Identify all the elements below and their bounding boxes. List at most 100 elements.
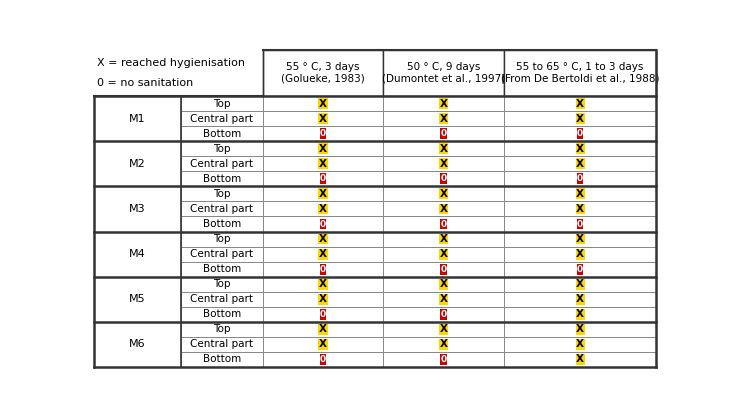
Bar bbox=[181, 307, 263, 322]
Bar bbox=[577, 128, 583, 139]
Text: 0: 0 bbox=[441, 129, 447, 138]
Bar bbox=[439, 188, 448, 199]
Text: 0: 0 bbox=[320, 265, 326, 274]
Bar bbox=[263, 202, 383, 216]
Bar bbox=[383, 50, 504, 96]
Text: X: X bbox=[319, 279, 327, 289]
Text: 0: 0 bbox=[320, 219, 326, 228]
Bar bbox=[440, 264, 447, 275]
Bar bbox=[181, 352, 263, 367]
Bar bbox=[440, 218, 447, 230]
Text: 0: 0 bbox=[577, 174, 583, 183]
Bar bbox=[181, 232, 263, 247]
Bar bbox=[504, 126, 656, 141]
Text: X: X bbox=[439, 234, 447, 244]
Bar bbox=[504, 202, 656, 216]
Text: X: X bbox=[576, 309, 584, 319]
Bar bbox=[575, 143, 585, 154]
Bar bbox=[575, 354, 585, 365]
Bar bbox=[383, 292, 504, 307]
Bar bbox=[575, 204, 585, 214]
Bar bbox=[263, 322, 383, 337]
Text: Bottom: Bottom bbox=[203, 354, 241, 364]
Text: X: X bbox=[576, 114, 584, 123]
Bar bbox=[504, 141, 656, 156]
Text: X: X bbox=[576, 279, 584, 289]
Bar bbox=[383, 277, 504, 292]
Bar bbox=[318, 143, 328, 154]
Bar bbox=[440, 128, 447, 139]
Bar bbox=[383, 202, 504, 216]
Text: X: X bbox=[576, 189, 584, 199]
Text: X: X bbox=[576, 204, 584, 214]
Bar bbox=[504, 277, 656, 292]
Text: Bottom: Bottom bbox=[203, 174, 241, 184]
Bar bbox=[383, 216, 504, 232]
Text: M1: M1 bbox=[129, 114, 146, 123]
Bar bbox=[383, 186, 504, 202]
Text: X: X bbox=[439, 279, 447, 289]
Bar bbox=[263, 216, 383, 232]
Text: Top: Top bbox=[213, 189, 231, 199]
Bar bbox=[575, 159, 585, 169]
Text: Central part: Central part bbox=[191, 339, 253, 349]
Bar bbox=[320, 128, 326, 139]
Bar bbox=[575, 188, 585, 199]
Bar bbox=[318, 294, 328, 305]
Bar bbox=[318, 234, 328, 244]
Text: Bottom: Bottom bbox=[203, 309, 241, 319]
Text: X: X bbox=[439, 249, 447, 259]
Bar bbox=[575, 324, 585, 335]
Bar bbox=[504, 216, 656, 232]
Text: X: X bbox=[319, 294, 327, 304]
Text: X: X bbox=[319, 204, 327, 214]
Bar bbox=[575, 98, 585, 109]
Bar bbox=[383, 352, 504, 367]
Text: Bottom: Bottom bbox=[203, 219, 241, 229]
Bar bbox=[263, 307, 383, 322]
Bar bbox=[318, 159, 328, 169]
Bar bbox=[440, 309, 447, 320]
Text: 55 ° C, 3 days
(Golueke, 1983): 55 ° C, 3 days (Golueke, 1983) bbox=[281, 62, 365, 84]
Text: 0: 0 bbox=[441, 219, 447, 228]
Bar bbox=[94, 50, 263, 96]
Text: X: X bbox=[439, 144, 447, 154]
Bar bbox=[263, 96, 383, 111]
Bar bbox=[575, 234, 585, 244]
Text: 50 ° C, 9 days
(Dumontet et al., 1997): 50 ° C, 9 days (Dumontet et al., 1997) bbox=[383, 62, 505, 84]
Bar bbox=[383, 111, 504, 126]
Bar bbox=[575, 279, 585, 290]
Text: 55 to 65 ° C, 1 to 3 days
(From De Bertoldi et al., 1988): 55 to 65 ° C, 1 to 3 days (From De Berto… bbox=[501, 62, 659, 84]
Bar bbox=[439, 204, 448, 214]
Bar bbox=[439, 279, 448, 290]
Text: X: X bbox=[319, 189, 327, 199]
Bar bbox=[181, 186, 263, 202]
Bar bbox=[263, 277, 383, 292]
Bar bbox=[383, 247, 504, 261]
Text: 0: 0 bbox=[320, 129, 326, 138]
Text: 0: 0 bbox=[577, 219, 583, 228]
Text: X: X bbox=[319, 249, 327, 259]
Text: X: X bbox=[319, 144, 327, 154]
Bar bbox=[181, 126, 263, 141]
Bar bbox=[383, 96, 504, 111]
Bar bbox=[504, 352, 656, 367]
Text: Bottom: Bottom bbox=[203, 129, 241, 139]
Text: 0: 0 bbox=[441, 174, 447, 183]
Bar bbox=[575, 249, 585, 259]
Bar bbox=[181, 202, 263, 216]
Bar bbox=[263, 141, 383, 156]
Text: X: X bbox=[576, 159, 584, 169]
Bar bbox=[318, 98, 328, 109]
Bar bbox=[263, 126, 383, 141]
Text: Central part: Central part bbox=[191, 249, 253, 259]
Bar bbox=[263, 352, 383, 367]
Text: X: X bbox=[576, 144, 584, 154]
Bar bbox=[181, 247, 263, 261]
Text: Central part: Central part bbox=[191, 204, 253, 214]
Text: X: X bbox=[576, 354, 584, 364]
Bar bbox=[263, 247, 383, 261]
Bar bbox=[439, 98, 448, 109]
Bar bbox=[94, 96, 181, 141]
Bar bbox=[263, 186, 383, 202]
